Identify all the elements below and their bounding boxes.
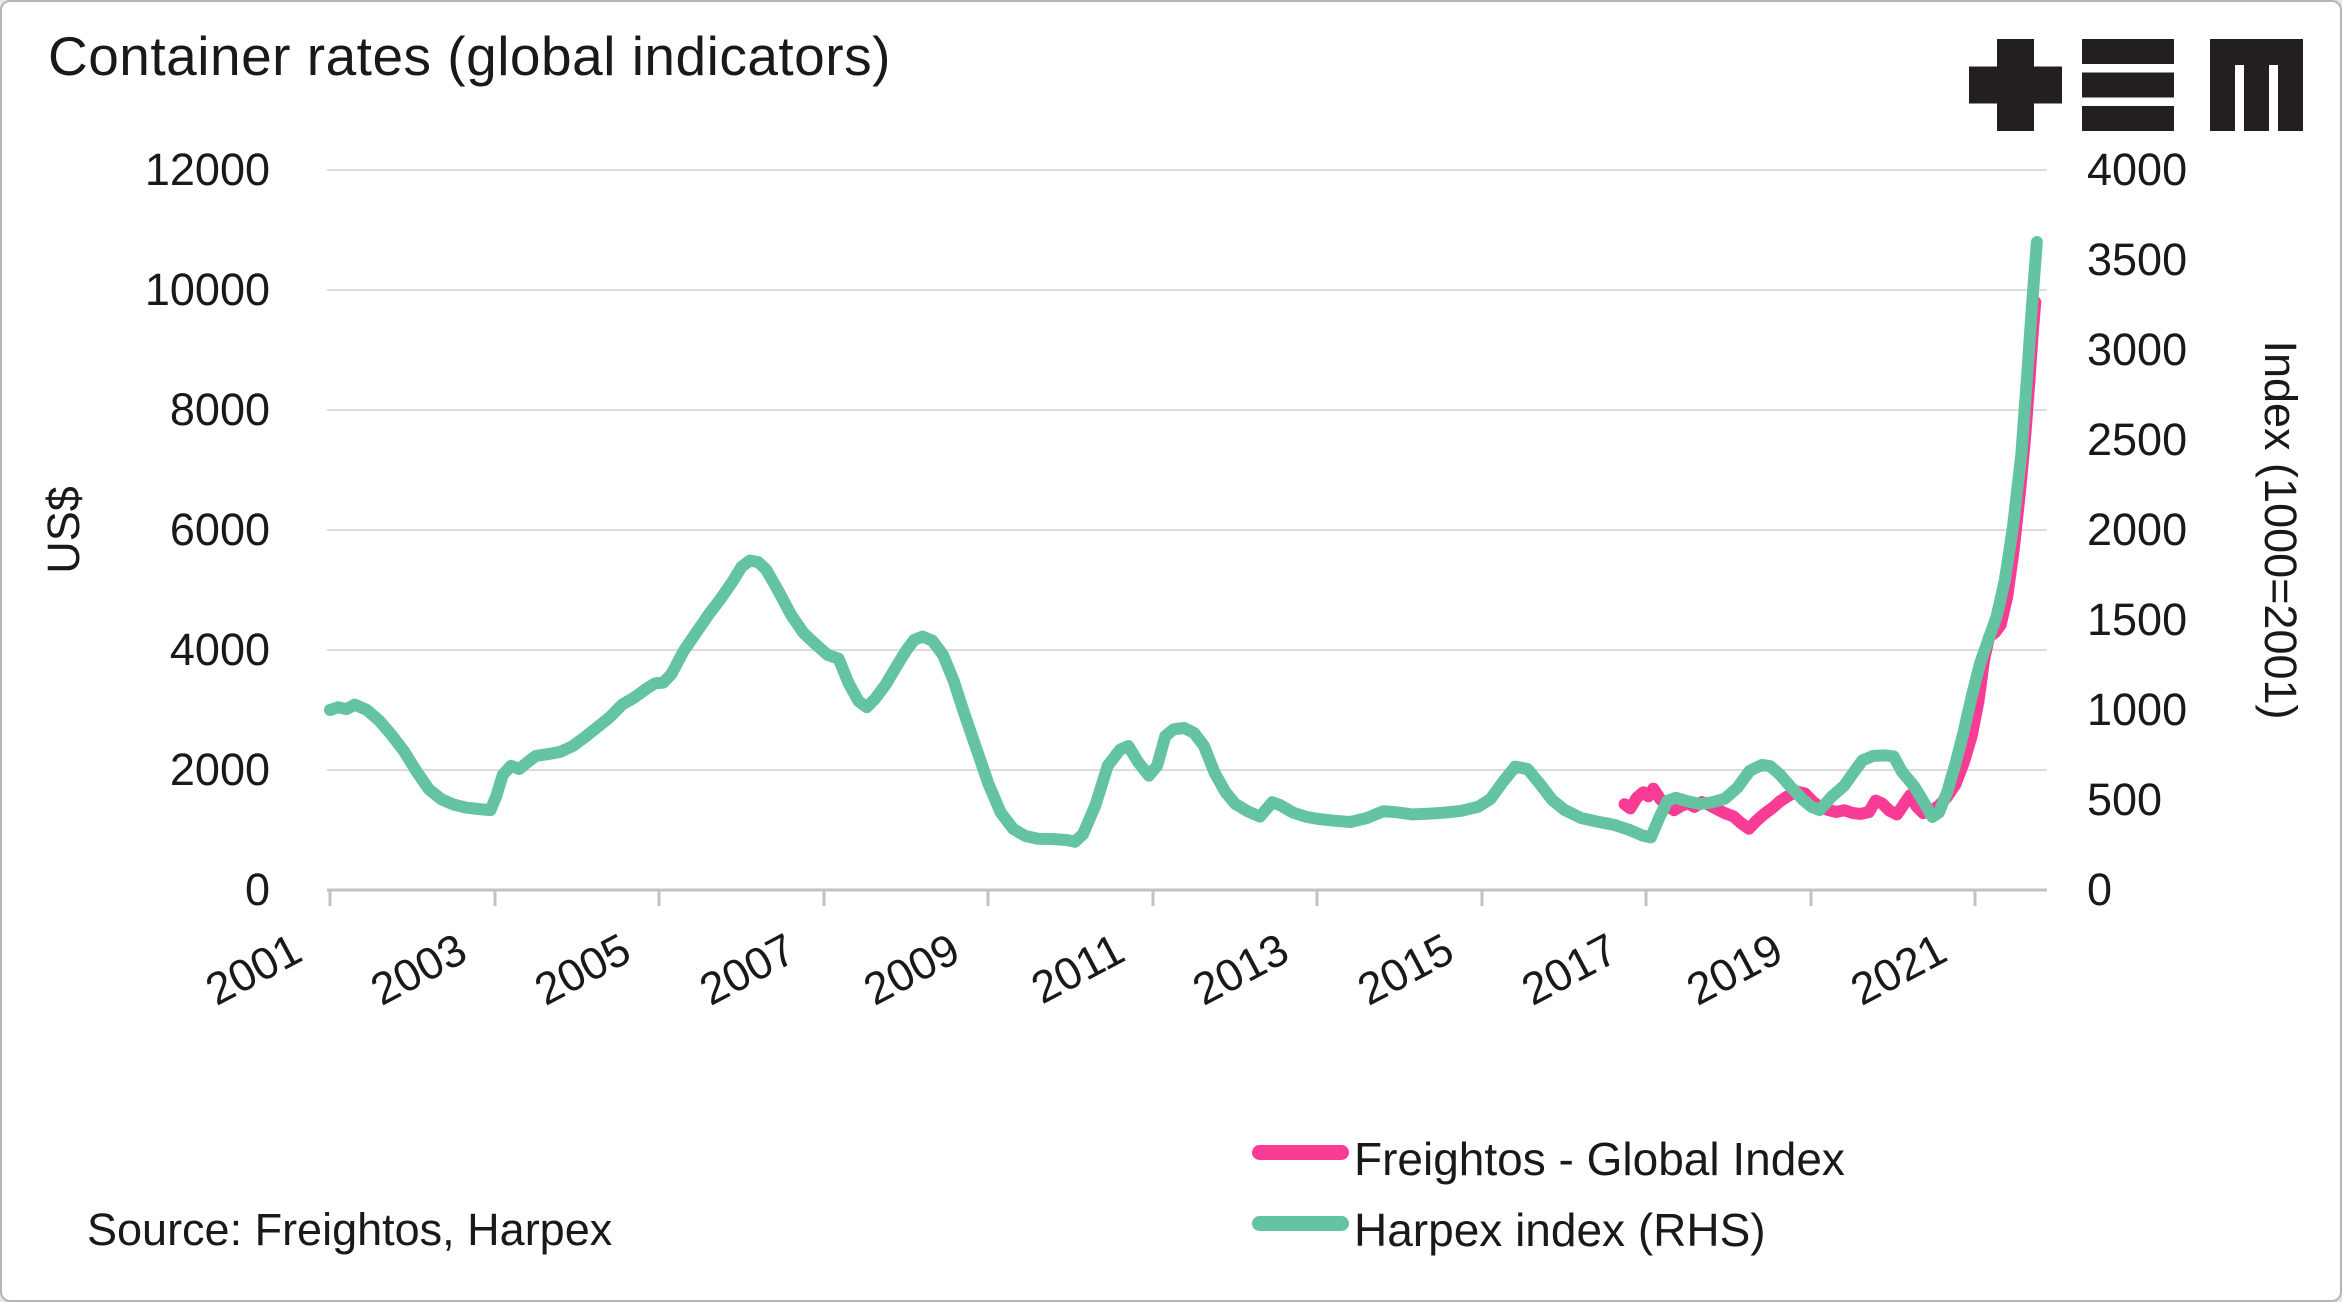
right-tick-2000: 2000 [2087,504,2188,555]
bars-icon [2082,39,2174,131]
right-tick-2500: 2500 [2087,414,2188,465]
right-tick-1000: 1000 [2087,684,2188,735]
right-tick-1500: 1500 [2087,594,2188,645]
left-tick-0: 0 [244,864,270,915]
harpex-line [324,236,2043,848]
legend-label-freightos: Freightos - Global Index [1354,1133,1845,1185]
freightos-swatch [1252,1145,1349,1160]
legend-label-harpex: Harpex index (RHS) [1354,1204,1766,1256]
gridlines [327,169,2047,771]
source-note: Source: Freightos, Harpex [87,1204,613,1255]
left-tick-6000: 6000 [169,504,270,555]
chart-title: Container rates (global indicators) [48,25,891,87]
left-tick-4000: 4000 [169,624,270,675]
left-tick-2000: 2000 [169,744,270,795]
right-tick-3500: 3500 [2087,234,2188,285]
right-tick-500: 500 [2087,774,2163,825]
x-axis-ticks [328,890,1977,906]
right-axis-title: Index (1000=2001) [2255,340,2306,720]
right-tick-3000: 3000 [2087,324,2188,375]
freightos-line [1618,296,2042,835]
left-tick-10000: 10000 [144,264,270,315]
left-tick-8000: 8000 [169,384,270,435]
right-tick-0: 0 [2087,864,2113,915]
brand-logo [1969,39,2303,131]
right-tick-4000: 4000 [2087,144,2188,195]
harpex-swatch [1252,1216,1349,1231]
left-tick-12000: 12000 [144,144,270,195]
m-icon [2210,39,2303,131]
plus-icon [1969,39,2062,131]
left-axis-title: US$ [38,486,89,574]
